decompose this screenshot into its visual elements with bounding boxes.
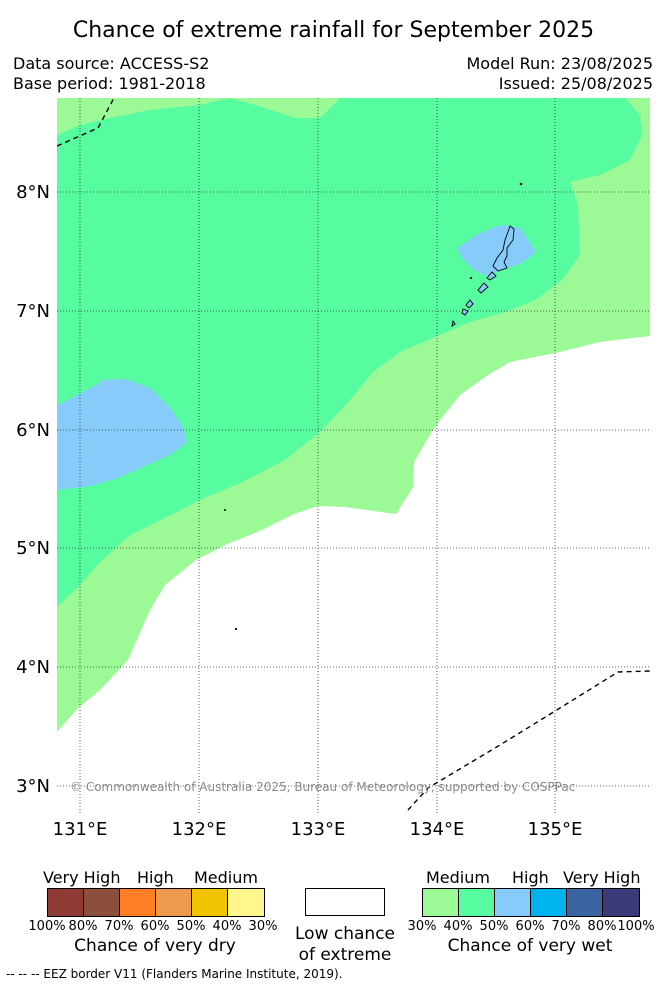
wet-swatch — [423, 889, 459, 916]
wet-tick: 30% — [407, 919, 437, 934]
wet-tick: 70% — [551, 919, 581, 934]
dry-tick: 30% — [248, 919, 278, 934]
dry-tick: 80% — [68, 919, 98, 934]
graticule — [57, 98, 650, 815]
legend-dry-swatches — [47, 888, 265, 917]
lat-label: 5°N — [16, 538, 50, 559]
dry-swatch — [48, 889, 84, 916]
wet-swatch — [567, 889, 603, 916]
data-source-label: Data source: ACCESS-S2 — [13, 54, 210, 73]
base-period-label: Base period: 1981-2018 — [13, 74, 206, 93]
lon-label: 135°E — [528, 819, 583, 840]
low-chance-label: Low chance of extreme — [295, 924, 395, 966]
dry-tick: 100% — [28, 919, 66, 934]
lat-label: 7°N — [16, 301, 50, 322]
wet-tick: 40% — [443, 919, 473, 934]
wet-tick: 60% — [515, 919, 545, 934]
wet-swatch — [495, 889, 531, 916]
legend-dry-high: High — [137, 868, 174, 887]
dry-tick: 60% — [140, 919, 170, 934]
lon-label: 131°E — [53, 819, 108, 840]
wet-swatch — [459, 889, 495, 916]
lat-label: 6°N — [16, 420, 50, 441]
legend-wet-very-high: Very High — [563, 868, 641, 887]
copyright-notice: © Commonwealth of Australia 2025, Bureau… — [70, 780, 575, 794]
legend-dry-title: Chance of very dry — [74, 936, 236, 956]
lat-label: 8°N — [16, 182, 50, 203]
longitude-labels: 131°E 132°E 133°E 134°E 135°E — [53, 819, 583, 840]
wet-swatch — [531, 889, 567, 916]
model-run-label: Model Run: 23/08/2025 — [466, 54, 654, 73]
dry-swatch — [156, 889, 192, 916]
lat-label: 3°N — [16, 776, 50, 797]
latitude-labels: 8°N 7°N 6°N 5°N 4°N 3°N — [16, 182, 50, 797]
issued-label: Issued: 25/08/2025 — [498, 74, 653, 93]
wet-tick: 100% — [617, 919, 655, 934]
low-chance-swatch — [305, 888, 385, 916]
rainfall-map: © Commonwealth of Australia 2025, Bureau… — [16, 98, 650, 840]
wet-tick: 80% — [587, 919, 617, 934]
dry-tick: 40% — [212, 919, 242, 934]
eez-footnote: -- -- -- EEZ border V11 (Flanders Marine… — [6, 967, 343, 981]
wet-tick: 50% — [479, 919, 509, 934]
legend-dry-medium: Medium — [194, 868, 258, 887]
wet-high-area-islands — [457, 225, 536, 276]
palau-islands — [223, 182, 523, 631]
dry-swatch — [228, 889, 264, 916]
map-title: Chance of extreme rainfall for September… — [72, 18, 595, 43]
low-chance-line2: of extreme — [298, 945, 392, 965]
dry-tick: 50% — [176, 919, 206, 934]
lon-label: 133°E — [291, 819, 346, 840]
legend-wet-title: Chance of very wet — [447, 936, 613, 956]
lon-label: 134°E — [410, 819, 465, 840]
legend-wet-high: High — [512, 868, 549, 887]
wet-high-area-west — [57, 379, 187, 490]
wet-medium-area — [57, 98, 642, 607]
dry-swatch — [84, 889, 120, 916]
dry-tick: 70% — [104, 919, 134, 934]
lat-label: 4°N — [16, 657, 50, 678]
lon-label: 132°E — [172, 819, 227, 840]
dry-swatch — [120, 889, 156, 916]
low-chance-line1: Low chance — [295, 924, 395, 944]
wet-swatch — [603, 889, 639, 916]
legend-wet-medium: Medium — [426, 868, 490, 887]
dry-swatch — [192, 889, 228, 916]
eez-border — [57, 98, 650, 811]
legend-wet-swatches — [422, 888, 640, 917]
legend-dry-very-high: Very High — [43, 868, 121, 887]
